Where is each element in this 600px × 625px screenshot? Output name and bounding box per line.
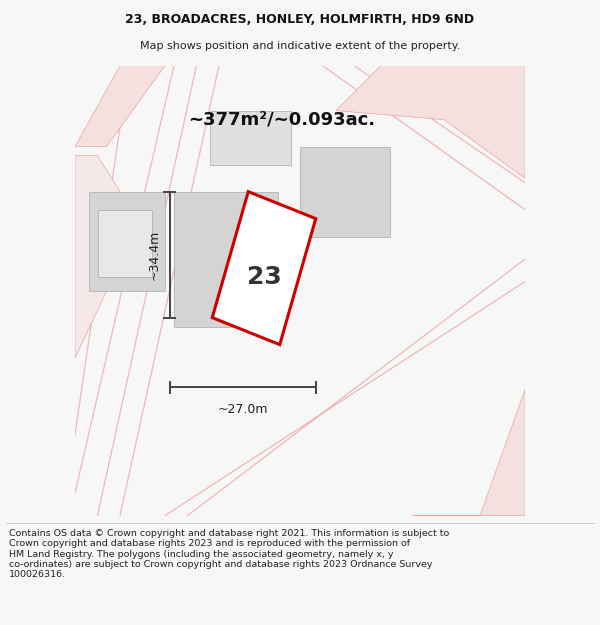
Text: ~27.0m: ~27.0m	[217, 403, 268, 416]
Polygon shape	[210, 111, 291, 164]
Polygon shape	[89, 192, 165, 291]
Polygon shape	[336, 66, 525, 178]
Polygon shape	[174, 192, 277, 327]
Text: ~377m²/~0.093ac.: ~377m²/~0.093ac.	[188, 111, 376, 129]
Text: 23, BROADACRES, HONLEY, HOLMFIRTH, HD9 6ND: 23, BROADACRES, HONLEY, HOLMFIRTH, HD9 6…	[125, 13, 475, 26]
Polygon shape	[75, 156, 120, 358]
Text: Contains OS data © Crown copyright and database right 2021. This information is : Contains OS data © Crown copyright and d…	[9, 529, 449, 579]
Polygon shape	[413, 389, 525, 516]
Polygon shape	[300, 147, 390, 237]
Text: ~34.4m: ~34.4m	[147, 229, 160, 280]
Polygon shape	[75, 66, 165, 147]
Polygon shape	[212, 192, 316, 344]
Text: Map shows position and indicative extent of the property.: Map shows position and indicative extent…	[140, 41, 460, 51]
Text: 23: 23	[247, 265, 281, 289]
Polygon shape	[97, 209, 151, 277]
